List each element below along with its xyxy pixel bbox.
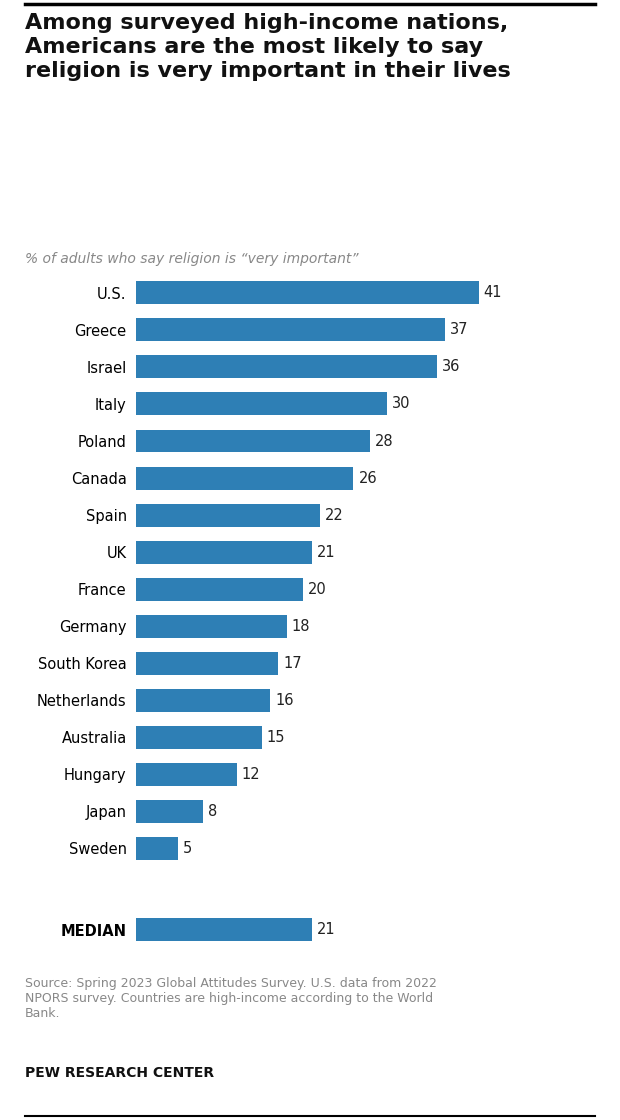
Text: 21: 21 xyxy=(317,544,335,560)
Text: 15: 15 xyxy=(267,730,285,745)
Bar xyxy=(136,281,479,305)
Text: 26: 26 xyxy=(358,470,377,486)
Bar xyxy=(136,800,203,823)
Text: 36: 36 xyxy=(442,360,460,374)
Text: 28: 28 xyxy=(375,433,394,448)
Bar xyxy=(136,504,320,526)
Bar xyxy=(136,318,445,342)
Text: 16: 16 xyxy=(275,693,293,708)
Text: 5: 5 xyxy=(183,841,192,856)
Bar xyxy=(136,615,286,637)
Text: 41: 41 xyxy=(484,286,502,300)
Bar xyxy=(136,541,312,563)
Text: Among surveyed high-income nations,
Americans are the most likely to say
religio: Among surveyed high-income nations, Amer… xyxy=(25,13,510,82)
Bar xyxy=(136,652,278,674)
Text: 37: 37 xyxy=(450,323,469,337)
Text: 22: 22 xyxy=(325,507,343,523)
Text: 20: 20 xyxy=(308,581,327,597)
Bar xyxy=(136,837,178,860)
Bar xyxy=(136,430,370,452)
Bar xyxy=(136,689,270,711)
Bar xyxy=(136,578,303,600)
Bar xyxy=(136,726,262,749)
Text: 21: 21 xyxy=(317,923,335,937)
Bar xyxy=(136,355,437,379)
Text: 17: 17 xyxy=(283,655,302,671)
Bar xyxy=(136,763,237,786)
Text: 30: 30 xyxy=(392,396,410,411)
Text: 8: 8 xyxy=(208,804,218,819)
Bar xyxy=(136,392,387,416)
Text: 18: 18 xyxy=(291,618,310,634)
Bar xyxy=(136,918,312,941)
Text: 12: 12 xyxy=(242,767,260,782)
Text: % of adults who say religion is “very important”: % of adults who say religion is “very im… xyxy=(25,252,358,267)
Text: PEW RESEARCH CENTER: PEW RESEARCH CENTER xyxy=(25,1066,214,1080)
Text: Source: Spring 2023 Global Attitudes Survey. U.S. data from 2022
NPORS survey. C: Source: Spring 2023 Global Attitudes Sur… xyxy=(25,977,436,1019)
Bar xyxy=(136,467,353,489)
